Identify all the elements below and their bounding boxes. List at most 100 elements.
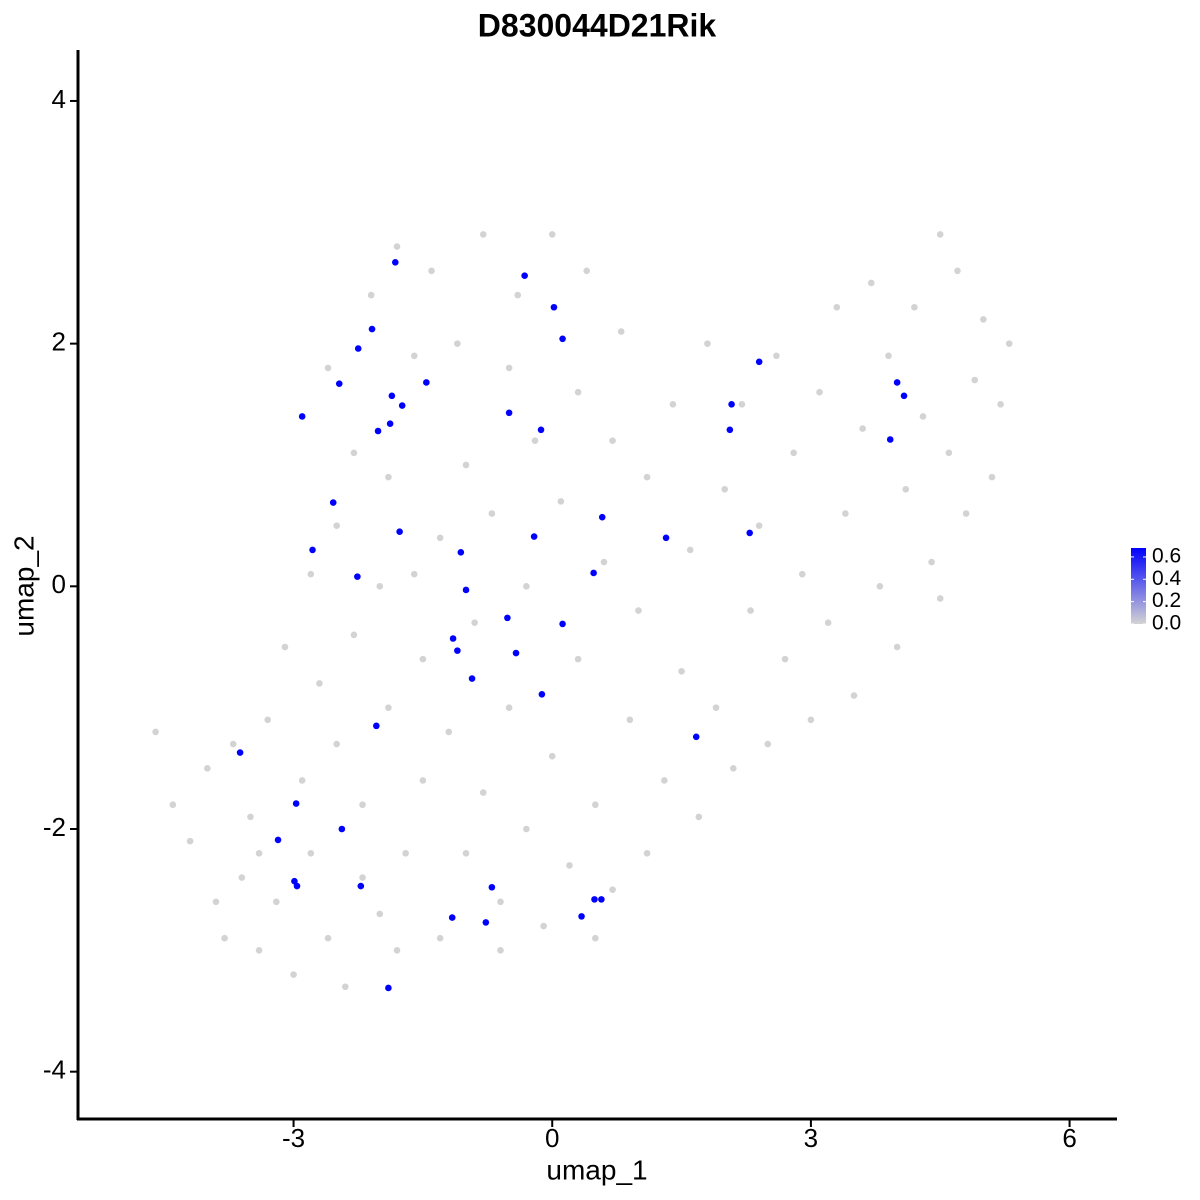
cell-point [592,801,599,809]
cell-point [738,401,746,408]
cell-point [590,569,597,577]
cell-point [919,413,927,420]
cell-point [704,340,711,347]
cell-point [669,401,677,408]
cell-point [212,898,220,906]
cell-point [798,570,806,578]
cell-point [354,573,361,580]
cell-point [238,874,246,881]
cell-point [859,425,866,432]
cell-point [367,291,375,299]
cell-point [945,449,953,457]
cell-point [385,473,392,481]
cell-point [773,352,780,360]
cell-point [462,586,470,594]
cell-point [626,716,634,724]
cell-point [505,704,513,711]
cell-point [354,345,362,352]
y-tick-label: -4 [43,1055,66,1085]
cell-point [609,437,616,445]
cell-point [548,752,556,760]
cell-point [462,849,470,857]
cell-point [824,619,832,627]
cell-point [410,570,418,578]
cell-point [662,534,670,542]
cell-point [448,914,456,921]
cell-point [454,340,461,347]
cell-point [392,259,399,266]
cell-point [385,704,392,711]
cell-point [468,675,476,682]
cell-point [229,740,237,748]
cell-point [462,461,470,469]
cell-point [393,243,401,250]
cell-point [730,765,737,772]
cell-point [457,549,465,556]
cell-point [497,947,504,954]
cell-point [523,825,530,833]
cell-point [900,392,908,400]
cell-point [893,643,901,651]
cell-point [885,352,892,360]
cell-point [1005,340,1013,347]
cell-point [635,607,642,614]
cell-point [329,499,337,506]
cell-point [338,825,346,833]
cell-point [578,913,585,920]
cell-point [324,934,332,942]
cell-point [281,643,289,651]
cell-point [692,733,700,741]
cell-point [388,392,396,400]
cell-point [482,919,490,926]
cell-point [781,655,789,663]
y-tick-label: 2 [52,327,66,357]
cell-point [530,533,538,540]
cell-point [293,882,301,890]
cell-point [497,898,504,906]
cell-point [423,379,430,386]
cell-point [290,971,297,978]
cell-point [598,896,605,903]
cell-point [291,877,298,885]
cell-point [643,849,651,857]
cell-point [902,485,910,493]
cell-point [764,740,772,748]
cell-point [550,303,558,311]
cell-point [538,691,546,698]
cell-point [592,934,599,942]
cell-point [204,765,211,772]
cell-point [686,546,694,554]
cell-point [911,303,918,311]
cell-point [598,513,606,521]
cell-point [755,522,763,529]
cell-point [169,801,177,809]
cell-point [307,570,315,578]
cell-point [531,437,539,445]
cell-point [402,849,409,857]
cell-point [504,614,511,622]
cell-point [255,849,263,857]
cell-point [876,583,884,590]
cell-point [980,316,987,323]
cell-point [559,620,566,628]
chart-title: D830044D21Rik [478,7,717,43]
cell-point [617,328,625,335]
cell-point [540,922,547,930]
cell-point [449,635,457,642]
cell-point [298,777,306,784]
cell-point [419,655,427,663]
cell-point [997,401,1004,408]
cell-point [385,984,392,992]
cell-point [746,529,753,537]
cell-point [274,836,282,844]
cell-point [386,420,394,428]
cell-point [600,558,608,566]
cell-point [726,426,734,434]
cell-point [505,364,513,372]
cell-point [842,510,849,517]
cell-point [376,583,384,590]
cell-point [566,862,573,869]
cell-point [728,401,735,408]
cell-point [298,413,306,420]
cell-point [609,886,616,893]
